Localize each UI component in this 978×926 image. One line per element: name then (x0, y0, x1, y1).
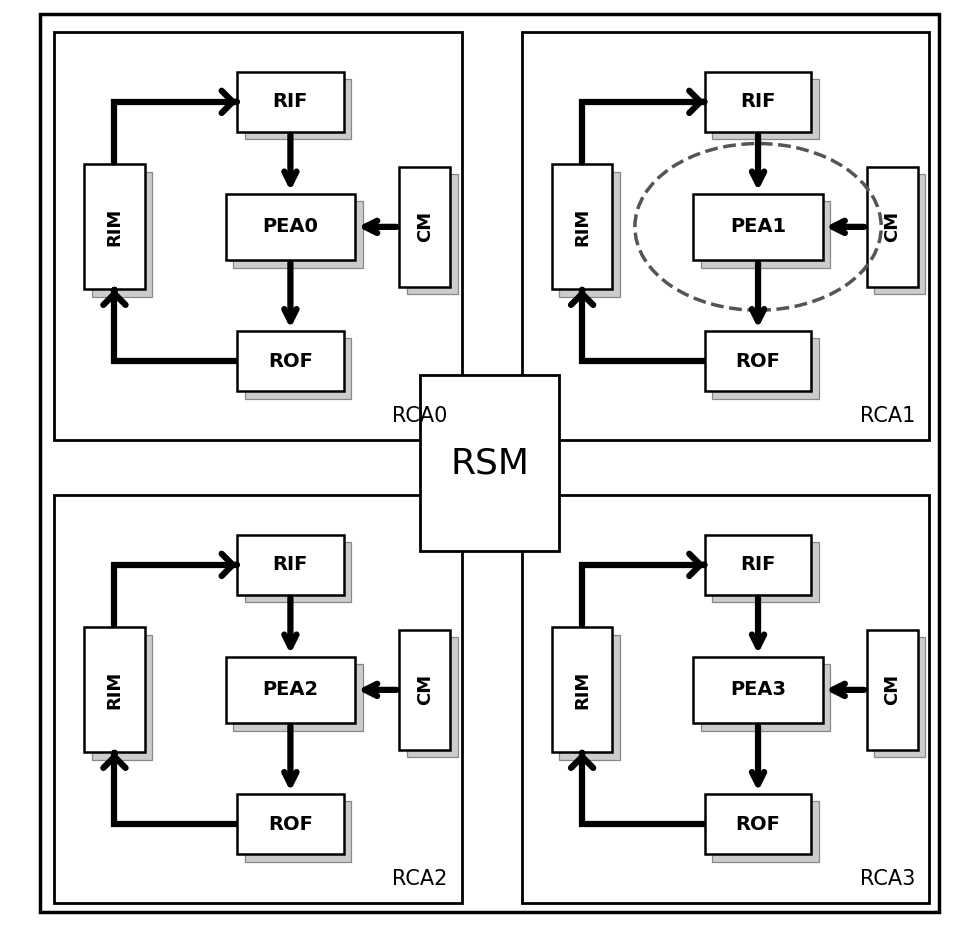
Text: RSM: RSM (450, 446, 528, 480)
Bar (233, 664, 362, 731)
Text: CM: CM (416, 211, 433, 243)
Bar (704, 534, 811, 594)
Text: PEA1: PEA1 (730, 218, 785, 236)
Bar (552, 628, 611, 752)
Bar (711, 338, 818, 398)
Text: CM: CM (416, 674, 433, 706)
Text: ROF: ROF (734, 815, 779, 833)
Bar (237, 71, 343, 131)
Bar (54, 495, 462, 903)
Bar (711, 542, 818, 602)
Text: RCA0: RCA0 (392, 406, 447, 426)
Bar (873, 637, 924, 757)
Bar (692, 194, 822, 260)
Text: RCA3: RCA3 (860, 869, 914, 889)
Text: PEA0: PEA0 (262, 218, 318, 236)
Bar (406, 637, 457, 757)
Bar (225, 657, 355, 723)
Text: PEA3: PEA3 (730, 681, 785, 699)
Bar (225, 194, 355, 260)
Bar (84, 628, 145, 752)
Bar (692, 657, 822, 723)
Text: CM: CM (882, 211, 901, 243)
Bar (92, 635, 152, 759)
Bar (54, 32, 462, 440)
Bar (244, 79, 351, 139)
Text: RIF: RIF (273, 93, 308, 111)
Text: CM: CM (882, 674, 901, 706)
Bar (558, 635, 619, 759)
Bar (84, 165, 145, 289)
Text: PEA2: PEA2 (262, 681, 318, 699)
Bar (873, 174, 924, 294)
Bar (399, 167, 450, 287)
Bar (237, 331, 343, 391)
Text: RIF: RIF (739, 93, 775, 111)
Text: ROF: ROF (268, 352, 313, 370)
Bar (866, 630, 916, 750)
Bar (711, 801, 818, 861)
Bar (420, 375, 558, 551)
Text: RIM: RIM (572, 207, 591, 246)
Bar (552, 165, 611, 289)
Bar (704, 795, 811, 854)
Bar (704, 331, 811, 391)
Bar (704, 71, 811, 131)
Bar (244, 338, 351, 398)
Bar (237, 795, 343, 854)
Text: RCA2: RCA2 (392, 869, 447, 889)
Text: RIM: RIM (572, 670, 591, 709)
Bar (244, 801, 351, 861)
Text: ROF: ROF (734, 352, 779, 370)
Bar (866, 167, 916, 287)
Bar (406, 174, 457, 294)
Bar (244, 542, 351, 602)
Bar (521, 32, 928, 440)
Bar (700, 201, 829, 268)
Bar (700, 664, 829, 731)
Bar (711, 79, 818, 139)
Text: RIM: RIM (106, 207, 123, 246)
Bar (92, 172, 152, 296)
Bar (237, 534, 343, 594)
Text: RIF: RIF (739, 556, 775, 574)
Bar (558, 172, 619, 296)
Bar (233, 201, 362, 268)
Bar (399, 630, 450, 750)
Bar (521, 495, 928, 903)
Text: RIF: RIF (273, 556, 308, 574)
Text: RIM: RIM (106, 670, 123, 709)
Text: RCA1: RCA1 (860, 406, 914, 426)
Text: ROF: ROF (268, 815, 313, 833)
